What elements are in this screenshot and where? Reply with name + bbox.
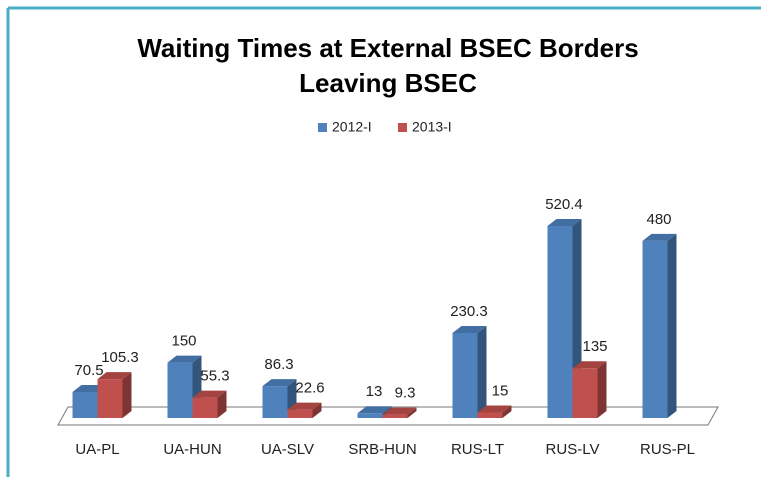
x-tick-label: RUS-PL [640, 441, 695, 458]
bar-top [572, 361, 607, 369]
data-label: 480 [646, 211, 671, 228]
bar-top [167, 355, 202, 363]
bar-front [642, 240, 668, 418]
bar-top [192, 390, 227, 398]
bar [452, 326, 487, 418]
bar [642, 233, 677, 418]
data-label: 86.3 [264, 356, 293, 373]
x-tick-label: UA-SLV [261, 441, 314, 458]
legend-swatch [318, 123, 327, 132]
data-label: 105.3 [101, 349, 139, 366]
bar-side [122, 372, 132, 418]
bar-front [192, 397, 218, 418]
bar [192, 390, 227, 418]
x-tick-label: UA-PL [75, 441, 119, 458]
x-tick-label: SRB-HUN [348, 441, 416, 458]
data-label: 55.3 [200, 368, 229, 385]
bar-side [597, 361, 607, 418]
bar-top [357, 406, 392, 414]
bar-front [262, 386, 288, 418]
data-label: 520.4 [545, 196, 583, 213]
bar-front [547, 226, 573, 418]
bar-top [477, 405, 512, 413]
bar-front [167, 362, 193, 418]
bar-top [547, 219, 582, 226]
bar-side [477, 326, 487, 418]
data-label: 13 [366, 383, 383, 400]
legend-label: 2013-I [412, 119, 452, 135]
bar-front [382, 414, 408, 418]
bar-top [452, 326, 487, 334]
bar [287, 402, 322, 418]
bar-front [477, 412, 503, 418]
bar [97, 372, 132, 418]
bar-top [382, 407, 417, 415]
bar [477, 405, 512, 418]
bar-side [312, 402, 322, 418]
x-tick-label: RUS-LT [451, 441, 504, 458]
bar-front [287, 409, 313, 418]
chart-title: Leaving BSEC [299, 68, 477, 98]
data-label: 70.5 [74, 362, 103, 379]
x-tick-label: UA-HUN [163, 441, 221, 458]
data-label: 22.6 [295, 380, 324, 397]
data-label: 9.3 [395, 385, 416, 402]
bar-top [97, 372, 132, 380]
bar-top [642, 233, 677, 241]
x-tick-label: RUS-LV [546, 441, 600, 458]
legend-label: 2012-I [332, 119, 372, 135]
data-label: 150 [171, 333, 196, 350]
bar-front [452, 333, 478, 418]
bar [167, 355, 202, 418]
bar-top [262, 379, 297, 387]
bar-side [667, 233, 677, 418]
bar [572, 361, 607, 418]
data-label: 15 [492, 382, 509, 399]
bar-front [97, 379, 123, 418]
bar [382, 407, 417, 418]
chart-title: Waiting Times at External BSEC Borders [137, 33, 638, 63]
bar-side [407, 407, 417, 418]
bar-front [572, 368, 598, 418]
bar-front [72, 391, 98, 418]
bar-side [502, 405, 512, 418]
legend-swatch [398, 123, 407, 132]
bar-top [287, 402, 322, 410]
bar-front [357, 413, 383, 418]
data-label: 230.3 [450, 303, 488, 320]
data-label: 135 [582, 338, 607, 355]
bar-side [217, 390, 227, 418]
